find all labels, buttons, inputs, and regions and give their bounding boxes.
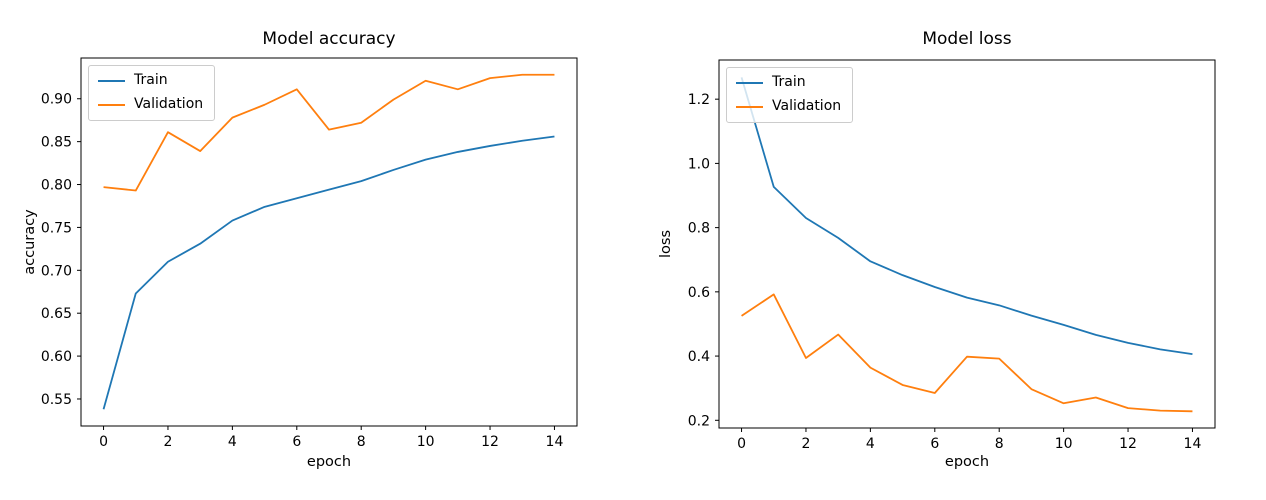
x-tick-label: 10 bbox=[417, 434, 435, 450]
y-tick-label: 1.0 bbox=[688, 156, 710, 172]
x-axis-label: epoch bbox=[944, 454, 990, 470]
x-tick-label: 6 bbox=[930, 436, 939, 452]
x-tick-label: 10 bbox=[1055, 436, 1073, 452]
legend-item-train: Train bbox=[736, 74, 841, 91]
x-tick-label: 12 bbox=[481, 434, 499, 450]
y-tick-label: 0.85 bbox=[41, 135, 72, 151]
line-validation bbox=[741, 293, 1193, 413]
x-tick-label: 4 bbox=[866, 436, 875, 452]
line-validation bbox=[103, 73, 555, 192]
legend-label: Train bbox=[134, 72, 168, 88]
y-tick-label: 0.4 bbox=[688, 349, 710, 365]
chart-title: Model loss bbox=[922, 29, 1012, 49]
plot-border bbox=[80, 57, 578, 427]
y-tick-label: 1.2 bbox=[688, 92, 710, 108]
chart-title: Model accuracy bbox=[262, 29, 396, 49]
x-tick-label: 4 bbox=[228, 434, 237, 450]
y-tick-label: 0.8 bbox=[688, 221, 710, 237]
plot-border bbox=[718, 59, 1216, 429]
train-line-swatch bbox=[736, 81, 763, 84]
x-tick-label: 8 bbox=[357, 434, 366, 450]
x-tick-label: 6 bbox=[292, 434, 301, 450]
line-train bbox=[740, 77, 1193, 356]
y-tick-label: 0.75 bbox=[41, 220, 72, 236]
y-axis-label: loss bbox=[658, 229, 674, 259]
legend: Train Validation bbox=[726, 67, 854, 123]
x-axis-label: epoch bbox=[306, 454, 352, 470]
loss-plot-area: 0 2 4 6 8 10 12 14 0.2 0.4 0.6 0.8 1.0 1.2 bbox=[688, 59, 1216, 452]
y-tick-label: 0.6 bbox=[688, 285, 710, 301]
y-tick-label: 0.80 bbox=[41, 178, 72, 194]
legend-label: Validation bbox=[772, 98, 842, 114]
y-tick-label: 0.90 bbox=[41, 92, 72, 108]
x-tick-label: 8 bbox=[995, 436, 1004, 452]
legend-label: Train bbox=[772, 74, 806, 90]
legend-item-validation: Validation bbox=[98, 96, 203, 113]
y-tick-label: 0.60 bbox=[41, 349, 72, 365]
y-axis-label: accuracy bbox=[22, 209, 38, 275]
legend-item-train: Train bbox=[98, 72, 203, 89]
y-tick-label: 0.70 bbox=[41, 263, 72, 279]
validation-line-swatch bbox=[736, 105, 763, 108]
train-line-swatch bbox=[98, 79, 125, 82]
accuracy-plot-area: 0 2 4 6 8 10 12 14 0.55 0.60 0.65 0.70 0.75 0.80 0.85 0… bbox=[41, 57, 578, 450]
x-tick-label: 0 bbox=[99, 434, 108, 450]
x-tick-label: 0 bbox=[737, 436, 746, 452]
legend-item-validation: Validation bbox=[736, 98, 841, 115]
x-tick-label: 12 bbox=[1119, 436, 1137, 452]
x-tick-label: 2 bbox=[164, 434, 173, 450]
validation-line-swatch bbox=[98, 103, 125, 106]
legend: Train Validation bbox=[88, 65, 216, 121]
accuracy-chart: 0 2 4 6 8 10 12 14 0.55 0.60 0.65 0.70 0.75 0.80 0.85 0… bbox=[22, 29, 578, 470]
x-tick-label: 14 bbox=[546, 434, 564, 450]
x-tick-label: 2 bbox=[802, 436, 811, 452]
y-tick-label: 0.2 bbox=[688, 413, 710, 429]
y-tick-label: 0.55 bbox=[41, 392, 72, 408]
y-tick-label: 0.65 bbox=[41, 306, 72, 322]
x-tick-label: 14 bbox=[1184, 436, 1202, 452]
legend-label: Validation bbox=[134, 96, 204, 112]
line-train bbox=[102, 135, 555, 410]
loss-chart: 0 2 4 6 8 10 12 14 0.2 0.4 0.6 0.8 1.0 1.2 Model loss… bbox=[633, 0, 1266, 500]
